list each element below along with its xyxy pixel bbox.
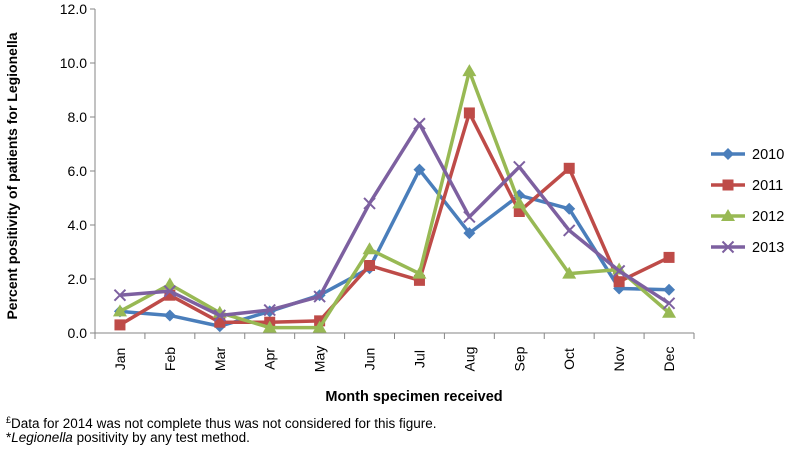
y-tick-label: 4.0 xyxy=(68,217,88,233)
x-marker-stroke xyxy=(513,160,526,174)
data-point-2012 xyxy=(362,242,377,255)
data-point-2013 xyxy=(662,297,676,310)
chart-axes: 0.0 2.0 4.0 6.0 8.0 10.0 12.0 Jan Feb Mar Apr May Ju… xyxy=(60,1,695,372)
x-tick-label: Feb xyxy=(162,347,178,371)
footnote-text: positivity by any test method. xyxy=(72,430,250,445)
legend-label: 2012 xyxy=(752,209,784,225)
series-line-2011 xyxy=(119,111,670,327)
y-tick-label: 10.0 xyxy=(60,55,87,71)
data-point-2011 xyxy=(114,319,126,331)
x-tick-label: May xyxy=(312,346,328,372)
x-tick-label: Mar xyxy=(212,347,228,371)
data-point-2013 xyxy=(363,197,376,210)
data-point-2010 xyxy=(413,163,426,176)
legend-label: 2011 xyxy=(752,178,783,194)
x-marker-stroke xyxy=(413,117,426,130)
data-point-2013 xyxy=(463,210,476,224)
legend-label: 2013 xyxy=(752,240,784,256)
x-marker-stroke xyxy=(363,197,376,210)
x-tick-label: Aug xyxy=(461,347,477,372)
data-point-2012 xyxy=(512,196,527,209)
data-point-2011 xyxy=(413,274,425,286)
data-point-2013 xyxy=(263,303,276,317)
x-marker-stroke xyxy=(213,309,226,322)
data-point-2011 xyxy=(663,251,675,263)
y-tick-label: 0.0 xyxy=(68,325,88,341)
footnote-italic-term: Legionella xyxy=(11,430,73,445)
data-point-2011 xyxy=(164,289,176,301)
footnote-mark: * xyxy=(6,430,12,445)
x-marker-stroke xyxy=(263,303,276,317)
legend-item-2010: 2010 xyxy=(711,147,784,163)
legend-label: 2010 xyxy=(752,147,784,163)
data-point-2012 xyxy=(462,64,477,77)
data-point-2012 xyxy=(562,266,577,279)
chart-legend: 2010 2011 2012 2013 xyxy=(711,147,784,256)
x-marker-stroke xyxy=(163,284,177,298)
x-tick-label: Jul xyxy=(411,350,427,368)
series-line-2010 xyxy=(119,167,670,328)
chart-series xyxy=(112,64,677,333)
y-tick-label: 12.0 xyxy=(60,1,87,17)
x-marker-stroke xyxy=(612,264,626,278)
series-2013 xyxy=(113,117,676,322)
data-point-2011 xyxy=(563,162,575,174)
footnote-mark: £ xyxy=(6,415,12,425)
x-tick-label: Nov xyxy=(611,347,627,372)
x-marker-stroke xyxy=(721,240,735,254)
x-tick-label: Apr xyxy=(262,348,278,370)
data-point-2011 xyxy=(463,107,475,119)
footnote-text: Data for 2014 was not complete thus was … xyxy=(11,416,437,431)
series-2012 xyxy=(112,64,677,333)
series-line-2012 xyxy=(119,69,671,330)
x-marker-stroke xyxy=(563,224,576,237)
data-point-2010 xyxy=(563,202,576,215)
footnote-data-completeness: £Data for 2014 was not complete thus was… xyxy=(6,411,437,433)
data-point-2013 xyxy=(163,284,177,298)
legend-marker xyxy=(722,179,734,191)
data-point-2010 xyxy=(663,283,676,296)
footnote-test-method: *Legionella positivity by any test metho… xyxy=(6,429,250,447)
line-chart: 0.0 2.0 4.0 6.0 8.0 10.0 12.0 Jan Feb Mar Apr May Ju… xyxy=(4,1,784,405)
data-point-2012 xyxy=(662,305,677,318)
data-point-2013 xyxy=(413,117,426,130)
data-point-2013 xyxy=(313,290,326,303)
legend-item-2013: 2013 xyxy=(711,240,784,256)
x-tick-label: Dec xyxy=(661,347,677,372)
data-point-2012 xyxy=(112,304,127,317)
data-point-2010 xyxy=(463,227,476,240)
x-tick-label: Jun xyxy=(362,348,378,371)
x-tick-label: Sep xyxy=(511,346,527,371)
data-point-2011 xyxy=(613,276,625,288)
legend-item-2012: 2012 xyxy=(711,209,784,225)
x-axis-label: Month specimen received xyxy=(325,389,502,405)
legend-item-2011: 2011 xyxy=(711,178,783,194)
legend-marker xyxy=(721,209,735,221)
legend-marker xyxy=(722,148,734,160)
x-marker-stroke xyxy=(113,288,127,302)
data-point-2010 xyxy=(163,309,176,322)
data-point-2013 xyxy=(513,160,526,174)
data-point-2011 xyxy=(513,206,525,217)
x-marker-stroke xyxy=(463,210,476,224)
data-point-2011 xyxy=(364,260,376,271)
data-point-2012 xyxy=(312,320,327,333)
data-point-2012 xyxy=(262,320,277,333)
data-point-2013 xyxy=(563,224,576,237)
data-point-2013 xyxy=(612,264,626,278)
data-point-2013 xyxy=(213,309,226,322)
y-tick-label: 8.0 xyxy=(68,109,88,125)
data-point-2013 xyxy=(113,288,127,302)
legend-marker xyxy=(721,240,735,254)
y-axis-label: Percent positivity of patients for Legio… xyxy=(4,32,20,319)
y-tick-label: 6.0 xyxy=(68,163,88,179)
x-tick-label: Oct xyxy=(561,348,577,370)
x-marker-stroke xyxy=(662,297,676,310)
x-marker-stroke xyxy=(313,290,326,303)
y-tick-label: 2.0 xyxy=(68,271,88,287)
x-tick-label: Jan xyxy=(112,348,128,371)
data-point-2011 xyxy=(214,316,226,328)
data-point-2012 xyxy=(412,266,427,279)
series-line-2013 xyxy=(119,122,670,318)
